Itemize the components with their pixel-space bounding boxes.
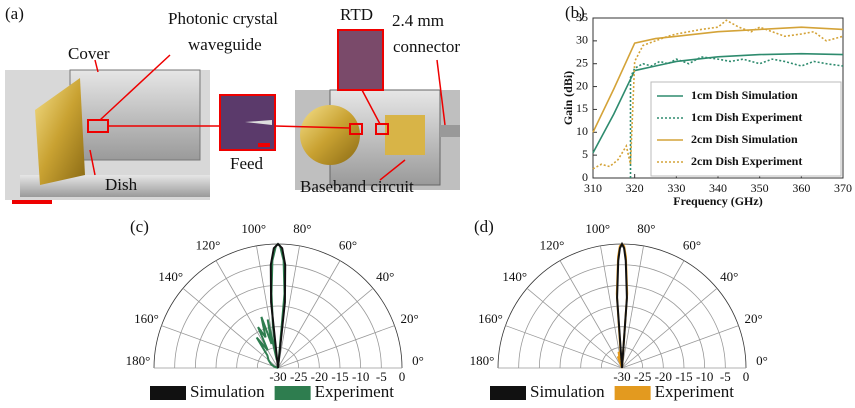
y-axis-label: Gain (dBi) (561, 71, 575, 125)
legend-swatch (150, 386, 186, 400)
grid-spoke (505, 326, 622, 368)
label-cover: Cover (68, 44, 110, 63)
y-tick-label: 0 (582, 170, 588, 184)
figure: (a) Cover Photonic crystal waveguide RTD… (0, 0, 855, 403)
label-baseband: Baseband circuit (300, 177, 414, 196)
legend-label: 2cm Dish Experiment (691, 154, 802, 168)
theta-tick-label: 40° (376, 269, 394, 284)
theta-tick-label: 140° (502, 269, 527, 284)
theta-tick-label: 140° (158, 269, 183, 284)
legend-label: Experiment (315, 382, 395, 401)
theta-tick-label: 180° (470, 353, 495, 368)
panel-label: (c) (130, 217, 149, 236)
theta-tick-label: 80° (637, 221, 655, 236)
x-tick-label: 370 (834, 181, 852, 195)
grid-arc (519, 265, 726, 368)
y-tick-label: 25 (576, 55, 588, 69)
theta-tick-label: 100° (241, 221, 266, 236)
r-tick-label: -25 (634, 369, 651, 384)
r-tick-label: 0 (399, 369, 406, 384)
grid-spoke (278, 326, 395, 368)
r-tick-label: 0 (743, 369, 750, 384)
grid-arc (175, 265, 382, 368)
x-tick-label: 320 (626, 181, 644, 195)
theta-tick-label: 80° (293, 221, 311, 236)
legend-label: Experiment (655, 382, 735, 401)
label-feed: Feed (230, 154, 264, 173)
theta-tick-label: 40° (720, 269, 738, 284)
legend-swatch (275, 386, 311, 400)
theta-tick-label: 20° (400, 311, 418, 326)
x-tick-label: 360 (792, 181, 810, 195)
r-tick-label: -25 (290, 369, 307, 384)
theta-tick-label: 0° (756, 353, 768, 368)
label-rtd: RTD (340, 5, 373, 24)
theta-tick-label: 60° (683, 238, 701, 253)
x-tick-label: 350 (751, 181, 769, 195)
legend-label: 2cm Dish Simulation (691, 132, 798, 146)
x-tick-label: 330 (667, 181, 685, 195)
label-dish: Dish (105, 175, 138, 194)
r-tick-label: -30 (613, 369, 630, 384)
r-tick-label: -30 (269, 369, 286, 384)
theta-tick-label: 120° (196, 238, 221, 253)
label-waveguide: waveguide (188, 35, 262, 54)
theta-tick-label: 120° (540, 238, 565, 253)
panel-label: (d) (474, 217, 494, 236)
theta-tick-label: 180° (126, 353, 151, 368)
y-tick-label: 20 (576, 78, 588, 92)
panel-label: (a) (5, 4, 24, 23)
label-connector: connector (393, 37, 460, 56)
theta-tick-label: 160° (478, 311, 503, 326)
legend-label: Simulation (190, 382, 265, 401)
theta-tick-label: 60° (339, 238, 357, 253)
x-axis-label: Frequency (GHz) (673, 194, 762, 208)
legend-swatch (615, 386, 651, 400)
label-waveguide: Photonic crystal (168, 9, 278, 28)
y-tick-label: 5 (582, 147, 588, 161)
legend-label: 1cm Dish Experiment (691, 110, 802, 124)
photo-feed (220, 95, 275, 150)
legend-label: 1cm Dish Simulation (691, 88, 798, 102)
theta-tick-label: 160° (134, 311, 159, 326)
x-tick-label: 340 (709, 181, 727, 195)
theta-tick-label: 20° (744, 311, 762, 326)
legend-label: Simulation (530, 382, 605, 401)
label-connector: 2.4 mm (392, 11, 444, 30)
y-tick-label: 10 (576, 124, 588, 138)
theta-tick-label: 100° (585, 221, 610, 236)
grid-spoke (622, 326, 739, 368)
legend-swatch (490, 386, 526, 400)
y-tick-label: 30 (576, 33, 588, 47)
theta-tick-label: 0° (412, 353, 424, 368)
y-tick-label: 35 (576, 10, 588, 24)
y-tick-label: 15 (576, 101, 588, 115)
